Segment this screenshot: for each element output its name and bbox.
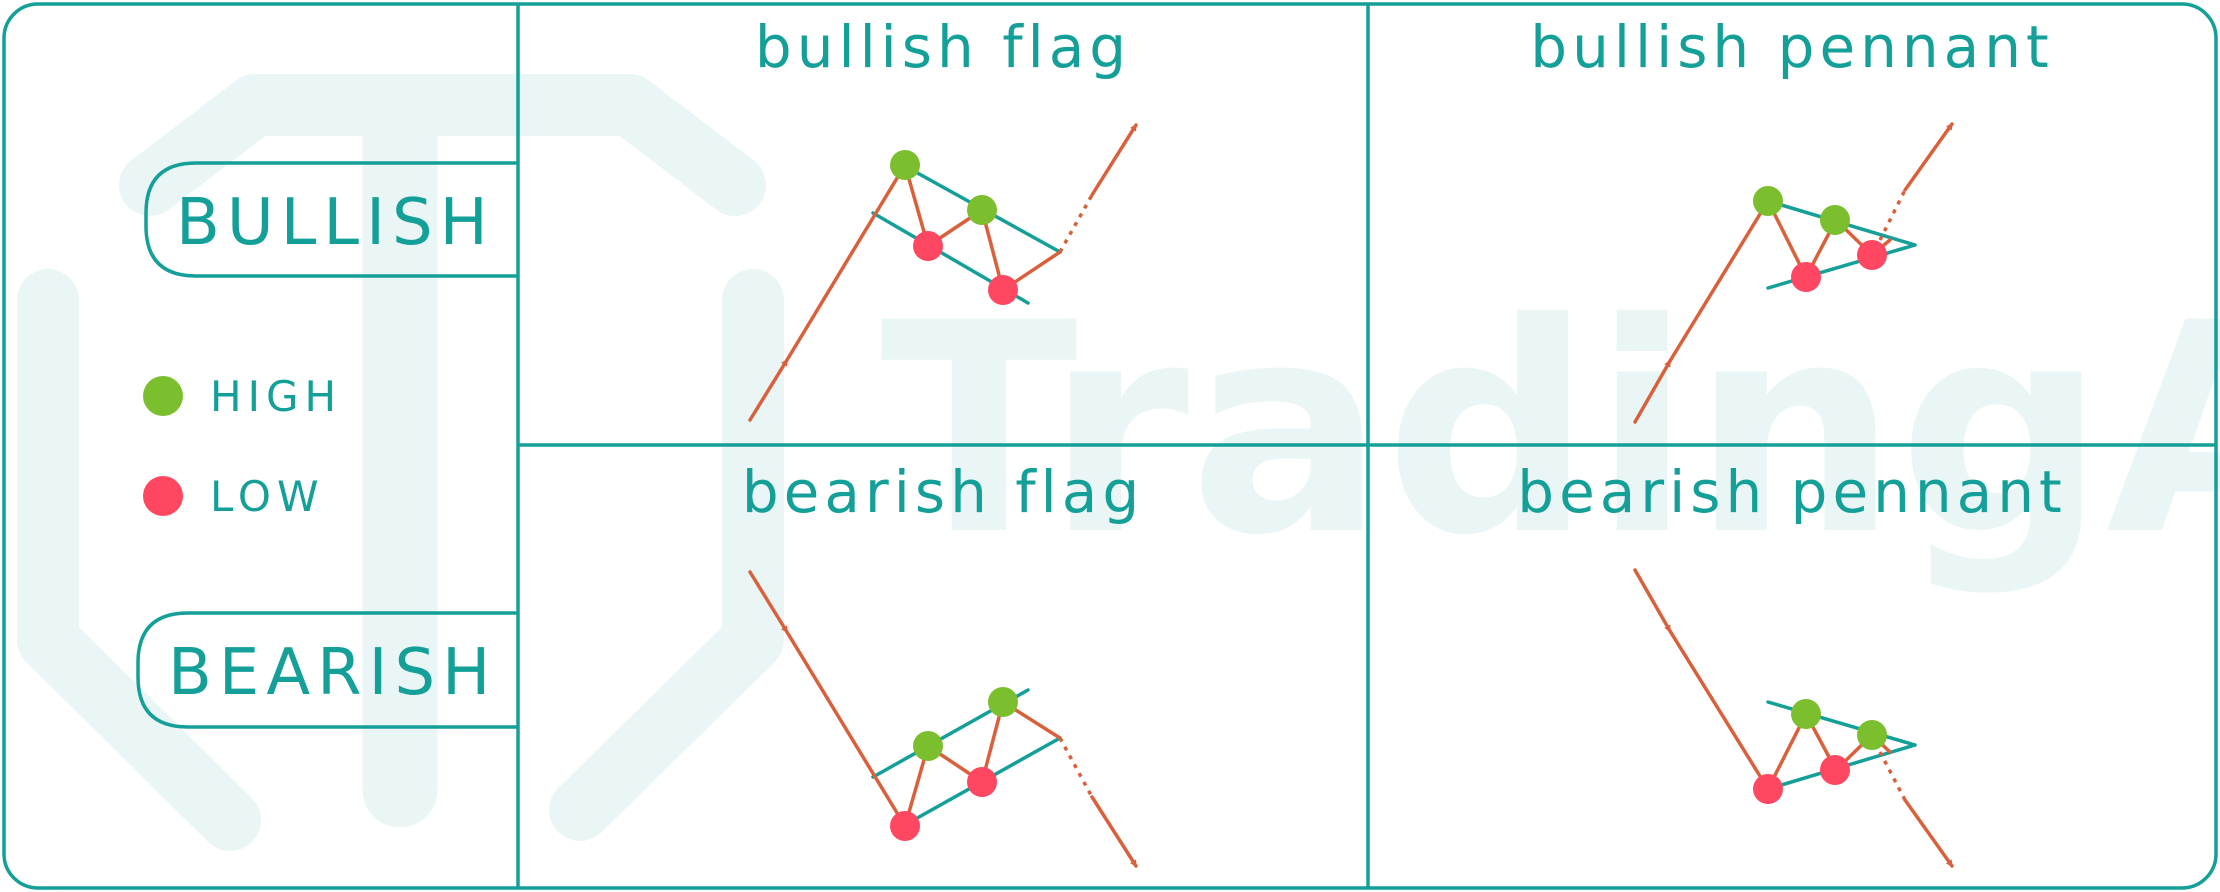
panel-title-bearish-pennant: bearish pennant [1517, 458, 2066, 526]
trend-arrow-head-marker [1633, 359, 1672, 424]
high-point-icon [1820, 205, 1850, 235]
breakdown-dotted-line [1058, 737, 1094, 798]
panel-title-bullish-flag: bullish flag [755, 13, 1131, 81]
high-point-icon [1791, 699, 1821, 729]
high-point-icon [913, 731, 943, 761]
legend-high-label: HIGH [210, 372, 342, 421]
breakout-arrow [1090, 123, 1138, 197]
high-point-icon [1857, 720, 1887, 750]
trend-arrow-head-marker [1633, 568, 1672, 633]
breakout-dotted-line [1058, 194, 1094, 253]
breakdown-arrow [1090, 795, 1138, 868]
low-point-icon [1753, 774, 1783, 804]
low-point-icon [890, 811, 920, 841]
legend-low-label: LOW [210, 472, 325, 521]
low-point-icon [1820, 755, 1850, 785]
bearish-badge-label: BEARISH [168, 636, 497, 710]
low-point-icon [1791, 262, 1821, 292]
pennant-upper-line [1766, 700, 1917, 747]
low-point-icon [988, 275, 1018, 305]
breakout-dotted-line [1878, 189, 1907, 241]
legend-high-dot-icon [143, 376, 183, 416]
bearish-badge: BEARISH [136, 611, 518, 729]
low-point-icon [1857, 240, 1887, 270]
bullish-badge-border [144, 161, 518, 278]
low-point-icon [967, 767, 997, 797]
bearish-badge-border [136, 611, 518, 729]
pennant-price-path [1668, 629, 1892, 791]
high-point-icon [1753, 186, 1783, 216]
breakout-arrow [1903, 122, 1954, 192]
breakdown-arrow [1903, 798, 1954, 868]
flag-price-path [785, 630, 1062, 828]
legend: HIGH LOW [143, 372, 342, 521]
trend-arrow-head-marker [748, 358, 789, 422]
bullish-badge: BULLISH [144, 161, 518, 278]
bullish-badge-label: BULLISH [176, 186, 495, 260]
high-point-icon [967, 195, 997, 225]
bullish-pennant-pattern [1633, 122, 1954, 424]
bearish-pennant-pattern [1633, 568, 1954, 868]
high-point-icon [890, 150, 920, 180]
bullish-flag-pattern [748, 123, 1138, 422]
watermark-text: TradingAxe [880, 262, 2220, 599]
panel-title-bullish-pennant: bullish pennant [1530, 13, 2053, 81]
panel-title-bearish-flag: bearish flag [742, 458, 1144, 526]
trend-arrow-head-marker [748, 570, 789, 634]
legend-low-dot-icon [143, 476, 183, 516]
bearish-flag-pattern [748, 570, 1138, 868]
low-point-icon [913, 231, 943, 261]
breakdown-dotted-line [1878, 751, 1907, 801]
high-point-icon [988, 687, 1018, 717]
